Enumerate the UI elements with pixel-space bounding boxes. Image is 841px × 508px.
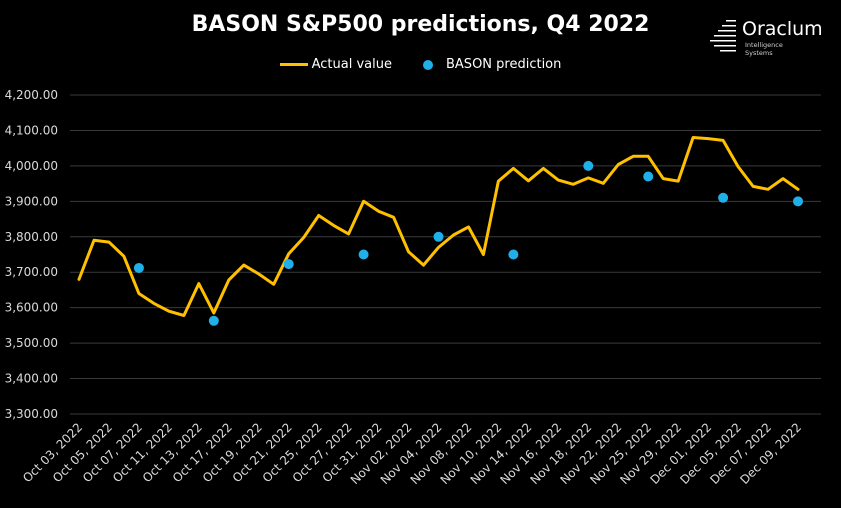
prediction-point	[508, 249, 519, 260]
prediction-point	[283, 259, 294, 270]
logo-sub-line2: Systems	[745, 48, 773, 57]
chart-legend: Actual value BASON prediction	[0, 57, 841, 72]
logo-sub-line1: Intelligence	[745, 41, 783, 49]
prediction-point	[358, 249, 369, 260]
y-axis-ticks: 3,300.00 3,400.00 3,500.00 3,600.00 3,700.00…	[5, 88, 58, 421]
prediction-point	[433, 231, 444, 242]
prediction-point	[133, 262, 144, 273]
y-tick-label: 3,900.00	[5, 194, 58, 208]
actual-value-line	[77, 136, 800, 317]
logo-subtitle: Intelligence Systems	[745, 41, 783, 57]
y-tick-label: 4,000.00	[5, 159, 58, 173]
y-tick-label: 3,600.00	[5, 301, 58, 315]
legend-line-swatch	[279, 63, 308, 66]
legend-item-prediction: BASON prediction	[414, 57, 561, 72]
y-tick-label: 3,700.00	[5, 265, 58, 279]
oraclum-logo: Oraclum Intelligence Systems	[708, 18, 838, 62]
chart-title: BASON S&P500 predictions, Q4 2022	[191, 12, 650, 37]
logo-name: Oraclum	[742, 18, 823, 40]
prediction-point	[208, 315, 219, 326]
legend-dot-swatch	[423, 59, 433, 70]
prediction-point	[643, 171, 654, 182]
actual-value-series	[77, 136, 800, 317]
prediction-point	[718, 192, 729, 203]
grid-lines	[70, 94, 821, 415]
y-tick-label: 3,500.00	[5, 336, 58, 350]
logo-lines-icon	[710, 20, 736, 52]
legend-item-actual: Actual value	[279, 57, 392, 72]
legend-label-actual: Actual value	[311, 57, 392, 72]
y-tick-label: 4,200.00	[5, 88, 58, 102]
y-tick-label: 3,400.00	[5, 372, 58, 386]
prediction-point	[793, 196, 803, 207]
y-tick-label: 3,300.00	[5, 407, 58, 421]
prediction-point	[583, 160, 594, 171]
legend-label-prediction: BASON prediction	[446, 57, 562, 72]
bason-prediction-series	[133, 160, 803, 326]
y-tick-label: 3,800.00	[5, 230, 58, 244]
y-tick-label: 4,100.00	[5, 123, 58, 137]
